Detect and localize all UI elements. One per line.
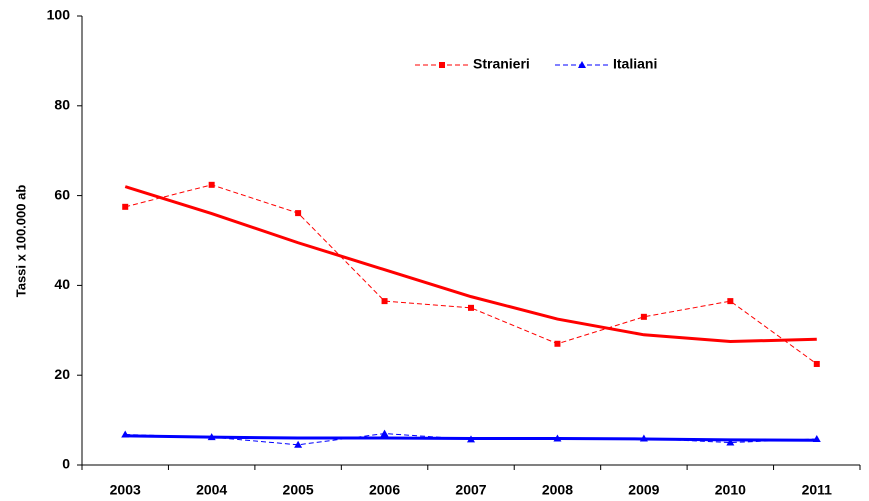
point [381,298,388,305]
x-tick-label: 2010 [715,482,746,498]
y-tick-label: 40 [54,276,70,292]
x-tick-label: 2004 [196,482,227,498]
x-tick-label: 2005 [283,482,314,498]
x-tick-label: 2011 [802,482,833,498]
point [813,360,820,367]
point [207,433,216,441]
y-tick-label: 60 [54,186,70,202]
x-tick-label: 2006 [369,482,400,498]
point [468,304,474,311]
point [208,181,215,188]
point [812,434,821,442]
point [380,429,389,437]
point [295,210,302,217]
y-tick-label: 0 [62,456,70,472]
y-tick-label: 20 [54,366,70,382]
point [122,203,129,210]
legend-label: Stranieri [473,56,530,72]
x-tick-label: 2009 [628,482,659,498]
point [554,340,561,347]
legend-marker [578,61,586,68]
x-tick-label: 2007 [455,482,486,498]
point [726,438,735,446]
y-axis-label: Tassi x 100.000 ab [13,185,28,298]
point [640,313,647,320]
legend-label: Italiani [613,56,657,72]
y-tick-label: 80 [54,97,70,113]
legend-marker [439,62,445,68]
point [727,298,734,305]
point [639,434,648,442]
x-tick-label: 2008 [542,482,573,498]
point [467,435,475,443]
point [121,430,130,438]
x-tick-label: 2003 [110,482,141,498]
point [553,434,562,442]
point [294,440,303,448]
series-line [125,184,818,365]
trend-line [124,185,817,344]
y-tick-label: 100 [47,7,71,23]
